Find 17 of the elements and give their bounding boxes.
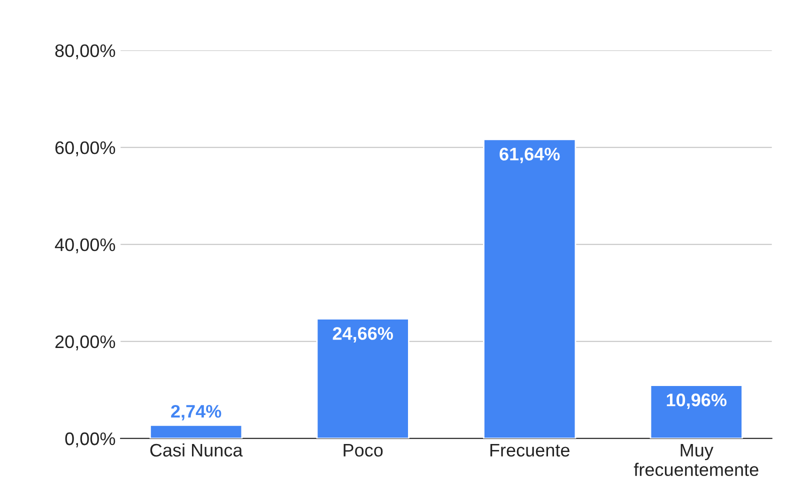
bar [650,384,743,438]
data-label: 10,96% [666,394,727,409]
y-tick-label: 60,00% [55,141,116,156]
bar [483,138,576,438]
y-tick-label: 80,00% [55,44,116,60]
bar [150,424,243,438]
x-tick-label: Poco [344,444,383,457]
x-tick-label: Frecuente [490,444,570,457]
data-label: 2,74% [171,404,222,420]
data-label: 61,64% [500,148,560,164]
data-label: 24,66% [332,327,393,342]
y-tick-label: 40,00% [54,238,116,254]
y-tick-label: 0,00% [65,432,116,448]
x-tick-label: Casi Nunca [150,443,243,457]
x-tick-label: Muy frecuentemente [634,444,758,476]
y-tick-label: 20,00% [55,335,116,350]
bar [316,318,410,438]
